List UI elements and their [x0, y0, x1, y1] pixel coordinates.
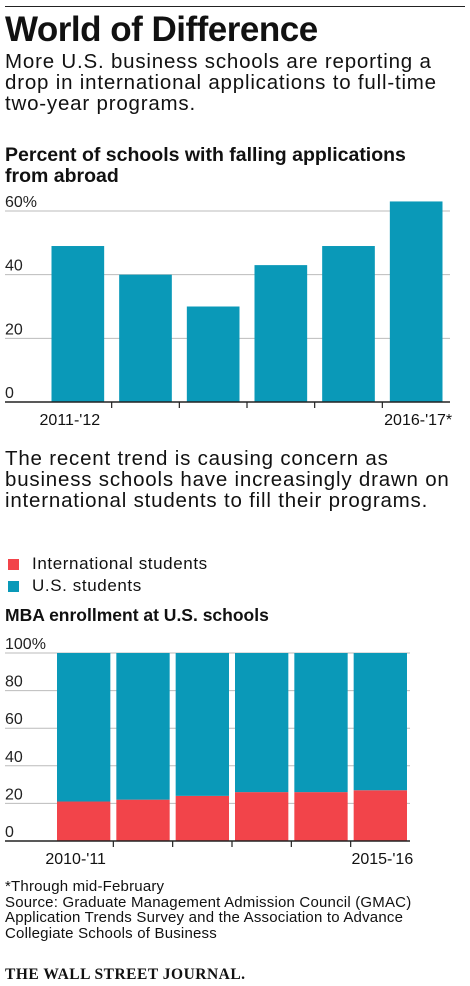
bar-international [116, 799, 170, 841]
legend-label-international: International students [32, 554, 208, 573]
y-tick-label: 80 [5, 674, 23, 691]
x-tick-label: 2015-'16 [351, 851, 413, 868]
bar-international [235, 792, 289, 841]
y-tick-label: 0 [5, 385, 14, 402]
chart2-title: MBA enrollment at U.S. schools [5, 605, 269, 625]
legend-label-us: U.S. students [32, 576, 142, 595]
bar-international [353, 790, 407, 841]
bar-us [57, 653, 111, 802]
legend-item-international: International students [8, 553, 208, 575]
y-tick-label: 0 [5, 824, 14, 841]
headline: World of Difference [5, 10, 318, 49]
y-tick-label: 60% [5, 194, 37, 211]
bar-us [175, 653, 229, 796]
bar [254, 265, 308, 402]
footnote: *Through mid-February [5, 878, 165, 895]
bar-international [57, 801, 111, 841]
bar [186, 306, 240, 402]
chart1-falling-applications: 0 20 40 60% 2011-'12 2016-'17* [5, 194, 452, 429]
legend-swatch-us [8, 581, 19, 592]
notes: *Through mid-February Source: Graduate M… [5, 879, 465, 941]
bar-us [294, 653, 348, 793]
bar [389, 201, 443, 402]
source-text: Source: Graduate Management Admission Co… [5, 893, 412, 942]
publication-credit: THE WALL STREET JOURNAL. [5, 966, 246, 983]
y-tick-label: 20 [5, 786, 23, 803]
chart1-title: Percent of schools with falling applicat… [5, 144, 406, 187]
x-tick-label: 2011-'12 [40, 412, 101, 429]
x-tick-label: 2016-'17* [384, 412, 452, 429]
x-tick-label: 2010-'11 [45, 851, 106, 868]
middle-text: The recent trend is causing concern as b… [5, 447, 450, 512]
bar-international [175, 795, 229, 841]
chart2-mba-enrollment: 0 20 40 60 80 100% 2010-'11 2015-'16 [5, 636, 413, 868]
top-rule [5, 6, 465, 7]
y-tick-label: 100% [5, 636, 46, 653]
y-tick-label: 40 [5, 749, 23, 766]
bar [322, 246, 375, 402]
bar [51, 246, 105, 402]
bar-us [353, 653, 407, 791]
y-tick-label: 20 [5, 321, 23, 338]
legend: International students U.S. students [8, 553, 208, 597]
legend-swatch-international [8, 559, 19, 570]
y-tick-label: 60 [5, 711, 23, 728]
intro-text: More U.S. business schools are reporting… [5, 50, 437, 115]
bar [119, 274, 172, 402]
bar-us [116, 653, 170, 800]
bar-us [235, 653, 289, 793]
y-tick-label: 40 [5, 258, 23, 275]
legend-item-us: U.S. students [8, 575, 208, 597]
bar-international [294, 792, 348, 841]
